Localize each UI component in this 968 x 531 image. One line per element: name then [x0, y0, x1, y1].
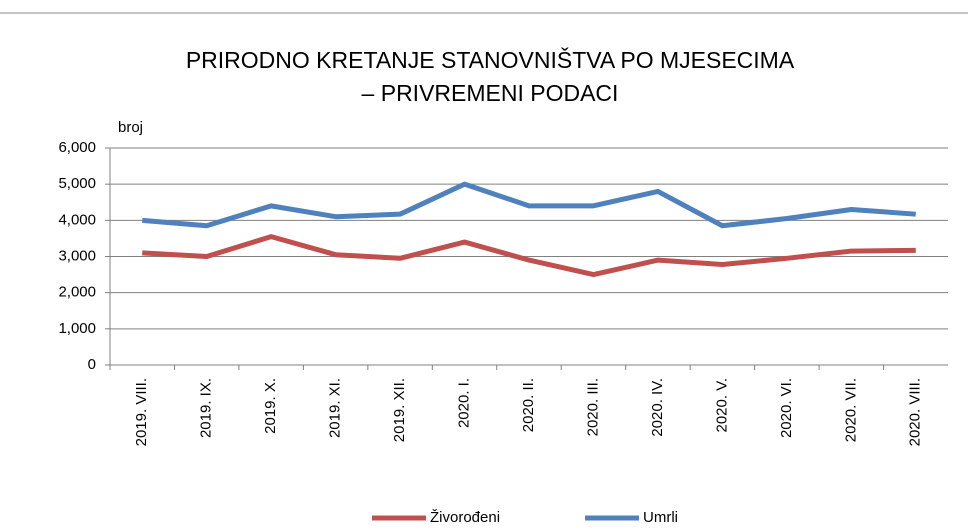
x-tick-label: 2020. II. — [520, 378, 537, 432]
legend-label: Živorođeni — [430, 509, 500, 526]
y-axis-label: broj — [118, 119, 143, 136]
y-tick-label: 0 — [88, 356, 96, 373]
x-tick-label: 2020. V. — [713, 378, 730, 433]
x-tick-label: 2019. VIII. — [133, 378, 150, 446]
x-tick-label: 2020. IV. — [649, 378, 666, 437]
y-tick-label: 1,000 — [58, 320, 96, 337]
y-tick-label: 4,000 — [58, 211, 96, 228]
x-tick-label: 2020. I. — [456, 378, 473, 428]
x-tick-label: 2020. VIII. — [907, 378, 924, 446]
x-tick-label: 2019. X. — [262, 378, 279, 434]
chart-title: PRIRODNO KRETANJE STANOVNIŠTVA PO MJESEC… — [186, 46, 795, 73]
x-tick-label: 2020. VII. — [842, 378, 859, 442]
legend-label: Umrli — [643, 509, 678, 526]
x-tick-label: 2020. III. — [584, 378, 601, 436]
y-tick-label: 6,000 — [58, 139, 96, 156]
line-series — [142, 181, 916, 229]
x-tick-label: 2019. XII. — [391, 378, 408, 442]
y-tick-label: 5,000 — [58, 175, 96, 192]
x-tick-label: 2019. XI. — [327, 378, 344, 438]
y-tick-label: 3,000 — [58, 247, 96, 264]
x-tick-label: 2020. VI. — [778, 378, 795, 438]
chart-title: – PRIVREMENI PODACI — [362, 80, 619, 106]
x-tick-label: 2019. IX. — [198, 378, 215, 438]
line-series — [142, 234, 916, 278]
y-tick-label: 2,000 — [58, 284, 96, 301]
